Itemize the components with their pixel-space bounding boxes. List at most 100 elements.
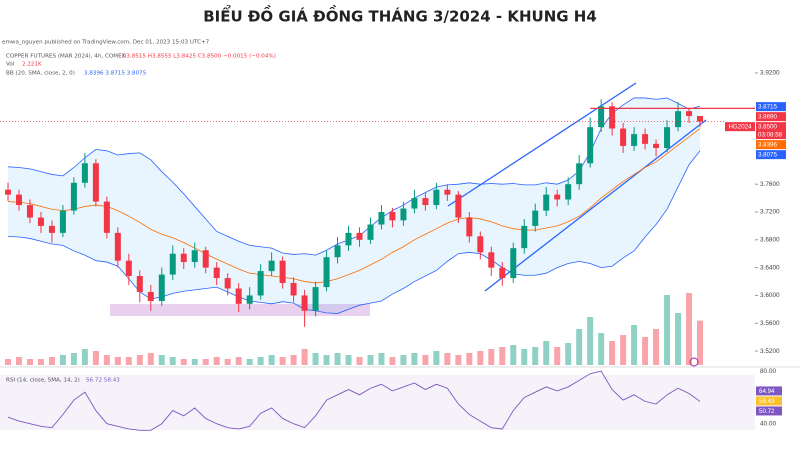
volume-bar	[147, 353, 154, 365]
rsi-label: 58.43	[759, 398, 775, 405]
rsi-label: 64.94	[759, 388, 775, 395]
volume-bar	[664, 295, 671, 365]
volume-bar	[92, 351, 99, 365]
volume-bar	[103, 355, 110, 365]
volume-bar	[59, 355, 66, 365]
volume-bar	[356, 357, 363, 365]
volume-bar	[136, 355, 143, 365]
volume-bar	[224, 359, 231, 365]
candle-body	[125, 260, 132, 276]
rsi-label: 50.72	[759, 408, 775, 415]
volume-bar	[455, 355, 462, 365]
volume-bar	[675, 313, 682, 365]
volume-bar	[114, 357, 121, 365]
candle-body	[367, 224, 374, 240]
volume-bar	[246, 359, 253, 365]
candle-body	[576, 163, 583, 185]
candle-body	[675, 111, 682, 128]
volume-bar	[5, 359, 11, 365]
alert-icon	[689, 357, 699, 367]
candle-body	[477, 236, 484, 253]
price-label-box	[756, 140, 786, 150]
candle-body	[422, 198, 429, 206]
candle-body	[521, 225, 528, 249]
price-label: 3.8715	[758, 104, 777, 111]
volume-bar	[279, 357, 286, 365]
candle-body	[444, 189, 451, 195]
candle-body	[389, 212, 396, 221]
volume-bar	[400, 355, 407, 365]
candle-body	[180, 253, 187, 263]
volume-bar	[433, 351, 440, 365]
candle-body	[37, 217, 44, 226]
candle-body	[455, 194, 462, 218]
y-tick-label: 3.7600	[760, 181, 780, 188]
countdown: 03:08:58	[758, 132, 783, 139]
price-label: 3.8396	[758, 142, 777, 149]
rsi-band	[0, 375, 755, 430]
candle-body	[70, 182, 77, 211]
candle-body	[686, 111, 693, 117]
candle-body	[169, 253, 176, 275]
volume-bar	[257, 357, 264, 365]
candle-body	[81, 163, 88, 183]
volume-bar	[180, 359, 187, 365]
candle-body	[488, 252, 495, 268]
rsi-header-values: 56.72 58.43	[86, 378, 120, 384]
candle-body	[114, 232, 121, 261]
candle-body	[400, 208, 407, 221]
rsi-label-box	[756, 406, 782, 416]
candle-body	[290, 282, 297, 296]
price-label-box	[756, 122, 786, 140]
price-label: 3.8075	[758, 152, 777, 159]
candle-body	[642, 134, 649, 144]
publisher: emwa_nguyen published on TradingView.com…	[2, 40, 210, 46]
volume-bar	[37, 359, 44, 365]
candle-body	[664, 127, 671, 149]
candle-body	[48, 225, 55, 233]
y-tick-label: 3.6800	[760, 237, 780, 244]
candle-body	[532, 210, 539, 226]
rsi-label-box	[756, 386, 782, 396]
candle-body	[609, 106, 616, 129]
volume-bar	[235, 357, 242, 365]
candle-body	[246, 295, 253, 304]
volume-bar	[422, 355, 429, 365]
volume-bar	[488, 349, 495, 365]
volume-bar	[576, 329, 583, 365]
volume-bar	[620, 335, 627, 365]
chart-title: BIỂU ĐỒ GIÁ ĐỒNG THÁNG 3/2024 - KHUNG H4	[203, 4, 597, 26]
channel-upper	[447, 82, 637, 207]
y-tick-label: 3.6000	[760, 292, 780, 299]
volume-bar	[521, 349, 528, 365]
rsi-label-box	[756, 396, 782, 406]
candle-body	[653, 143, 660, 149]
y-tick-label: 3.7200	[760, 209, 780, 216]
volume-bar	[378, 353, 385, 365]
volume-bar	[389, 357, 396, 365]
y-tick-label: 3.5600	[760, 320, 780, 327]
volume-bar	[532, 347, 539, 365]
volume-bar	[202, 359, 209, 365]
volume-bar	[125, 357, 132, 365]
candle-body	[312, 287, 319, 311]
price-label-box	[756, 150, 786, 160]
channel-lower	[484, 119, 707, 292]
volume-bar	[213, 357, 220, 365]
symbol-header: COPPER FUTURES (MAR 2024), 4h, COMEX	[6, 54, 126, 60]
volume-bar	[81, 349, 88, 365]
volume-bar	[158, 355, 165, 365]
bb-line	[7, 97, 701, 256]
volume-value: 2.221K	[22, 62, 42, 68]
price-label-box	[756, 102, 786, 112]
volume-bar	[466, 353, 473, 365]
candle-body	[433, 189, 440, 206]
volume-bar	[587, 317, 594, 365]
volume-bar	[609, 341, 616, 365]
candle-body	[499, 267, 506, 279]
candle-body	[147, 291, 154, 302]
volume-header: Vol	[6, 62, 15, 68]
volume-bar	[191, 359, 198, 365]
candle-body	[620, 128, 627, 146]
